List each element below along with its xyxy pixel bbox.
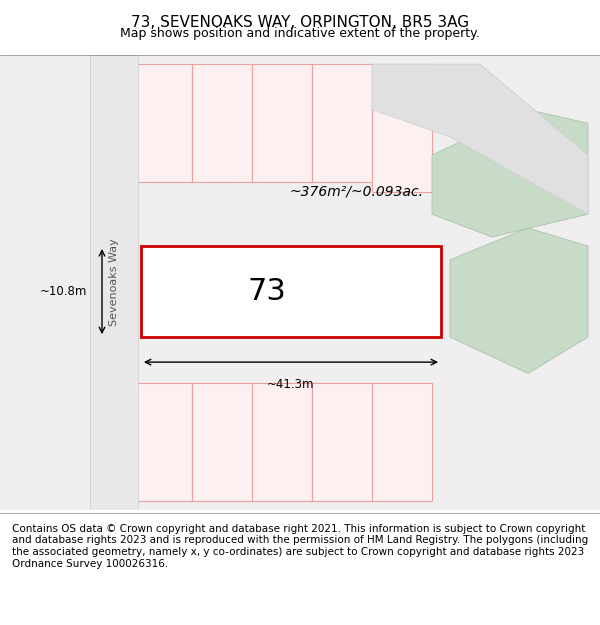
Bar (132, 382, 192, 501)
Bar (192, 64, 252, 182)
Text: 73: 73 (248, 277, 286, 306)
Bar (141, 246, 441, 337)
Text: Sevenoaks Way: Sevenoaks Way (109, 239, 119, 326)
Bar (312, 382, 372, 501)
Polygon shape (432, 109, 588, 237)
Bar (252, 64, 312, 182)
Text: ~376m²/~0.093ac.: ~376m²/~0.093ac. (290, 184, 424, 199)
Polygon shape (372, 64, 588, 214)
Bar (372, 64, 432, 191)
Bar (312, 64, 372, 182)
Text: ~10.8m: ~10.8m (40, 285, 87, 298)
Bar (372, 382, 432, 501)
Bar (90, 55, 138, 510)
Text: Map shows position and indicative extent of the property.: Map shows position and indicative extent… (120, 27, 480, 39)
Text: ~41.3m: ~41.3m (267, 378, 315, 391)
Bar (252, 382, 312, 501)
Polygon shape (450, 228, 588, 374)
Bar (192, 382, 252, 501)
Bar (132, 64, 192, 182)
Text: 73, SEVENOAKS WAY, ORPINGTON, BR5 3AG: 73, SEVENOAKS WAY, ORPINGTON, BR5 3AG (131, 16, 469, 31)
Text: Contains OS data © Crown copyright and database right 2021. This information is : Contains OS data © Crown copyright and d… (12, 524, 588, 569)
